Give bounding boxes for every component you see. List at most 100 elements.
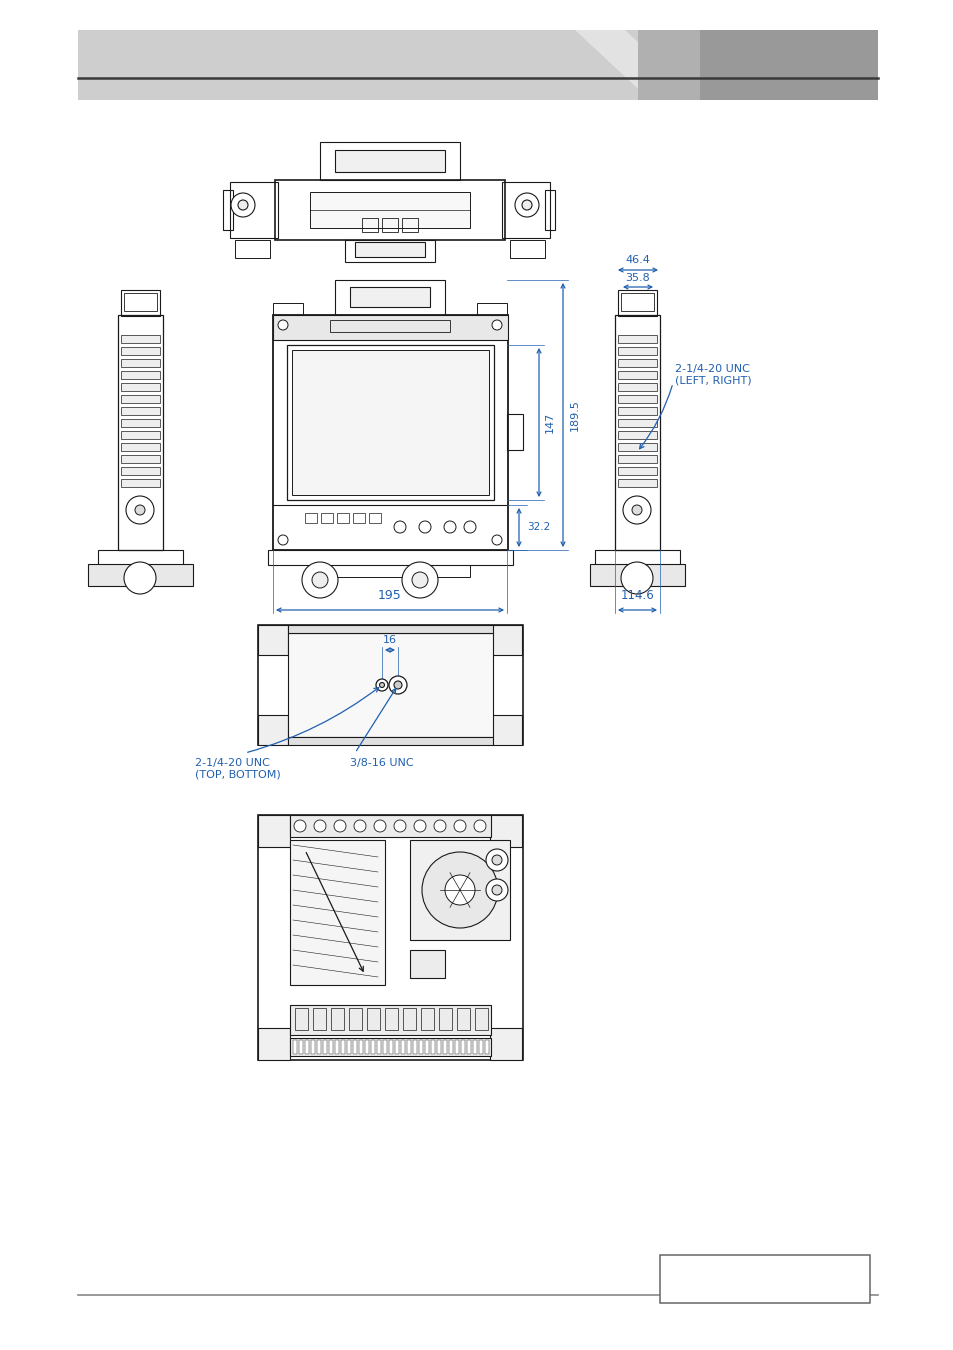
Bar (400, 1040, 405, 1054)
Circle shape (418, 521, 431, 533)
Circle shape (302, 562, 337, 598)
Text: 2-1/4-20 UNC
(LEFT, RIGHT): 2-1/4-20 UNC (LEFT, RIGHT) (675, 364, 751, 386)
Bar (490, 1027, 521, 1060)
Bar (257, 716, 288, 745)
Bar (420, 1008, 434, 1030)
Bar (305, 513, 316, 522)
Bar (484, 1040, 489, 1054)
Bar (234, 240, 270, 258)
Bar (389, 1040, 393, 1054)
Bar (293, 1040, 296, 1054)
Circle shape (492, 886, 501, 895)
Circle shape (622, 495, 650, 524)
Bar (257, 815, 290, 846)
Bar (290, 815, 491, 837)
Bar (431, 1040, 435, 1054)
Bar (490, 815, 521, 846)
Circle shape (231, 193, 254, 217)
Text: 189.5: 189.5 (569, 400, 579, 431)
Bar (618, 418, 657, 427)
Bar (381, 217, 397, 232)
Bar (98, 549, 183, 566)
Circle shape (631, 505, 641, 514)
Circle shape (237, 200, 248, 211)
Text: 46.4: 46.4 (625, 255, 650, 265)
Bar (121, 335, 160, 343)
Bar (618, 479, 657, 487)
Bar (290, 840, 385, 986)
Text: 32.2: 32.2 (526, 522, 550, 532)
Bar (323, 1040, 327, 1054)
Circle shape (454, 819, 465, 832)
Text: 16: 16 (382, 634, 396, 645)
Circle shape (414, 819, 426, 832)
Bar (455, 1040, 458, 1054)
Bar (467, 1040, 471, 1054)
Circle shape (492, 855, 501, 865)
Circle shape (374, 819, 386, 832)
Circle shape (294, 819, 306, 832)
Bar (121, 371, 160, 379)
Bar (121, 396, 160, 404)
Bar (620, 293, 654, 310)
Bar (475, 1008, 488, 1030)
Bar (376, 1040, 380, 1054)
Circle shape (492, 535, 501, 545)
Bar (371, 1040, 375, 1054)
Text: 2-1/4-20 UNC
(TOP, BOTTOM): 2-1/4-20 UNC (TOP, BOTTOM) (194, 757, 280, 779)
Bar (410, 840, 510, 940)
Bar (349, 1008, 361, 1030)
Text: 35.8: 35.8 (624, 273, 649, 284)
Circle shape (379, 683, 384, 687)
Circle shape (277, 320, 288, 329)
Bar (350, 288, 430, 306)
Circle shape (434, 819, 446, 832)
Bar (589, 564, 684, 586)
Bar (121, 406, 160, 414)
Bar (618, 406, 657, 414)
Bar (121, 418, 160, 427)
Bar (369, 513, 380, 522)
Bar (230, 182, 277, 238)
Bar (288, 633, 493, 737)
Bar (124, 293, 157, 310)
Bar (290, 1038, 491, 1056)
Bar (347, 1040, 351, 1054)
Bar (382, 1040, 387, 1054)
Bar (274, 180, 504, 240)
Bar (257, 815, 522, 1060)
Bar (310, 192, 470, 228)
Bar (501, 182, 550, 238)
Bar (442, 1040, 447, 1054)
Bar (618, 359, 657, 367)
Circle shape (354, 819, 366, 832)
Bar (353, 513, 365, 522)
Bar (659, 1256, 869, 1303)
Bar (273, 315, 507, 549)
Circle shape (277, 535, 288, 545)
Bar (544, 190, 555, 230)
Text: 195: 195 (377, 589, 401, 602)
Bar (407, 1040, 411, 1054)
Bar (492, 625, 521, 655)
Bar (438, 1008, 452, 1030)
Bar (506, 414, 522, 450)
Bar (298, 1040, 303, 1054)
Circle shape (389, 676, 407, 694)
Circle shape (314, 819, 326, 832)
Bar (365, 1040, 369, 1054)
Bar (618, 443, 657, 451)
Bar (361, 217, 377, 232)
Bar (401, 217, 417, 232)
Circle shape (394, 819, 406, 832)
Bar (335, 150, 444, 171)
Bar (121, 290, 160, 316)
Bar (121, 359, 160, 367)
Circle shape (463, 521, 476, 533)
Bar (510, 240, 544, 258)
Bar (436, 1040, 440, 1054)
Bar (121, 455, 160, 463)
Circle shape (375, 679, 388, 691)
Bar (257, 625, 522, 745)
Bar (385, 1008, 397, 1030)
